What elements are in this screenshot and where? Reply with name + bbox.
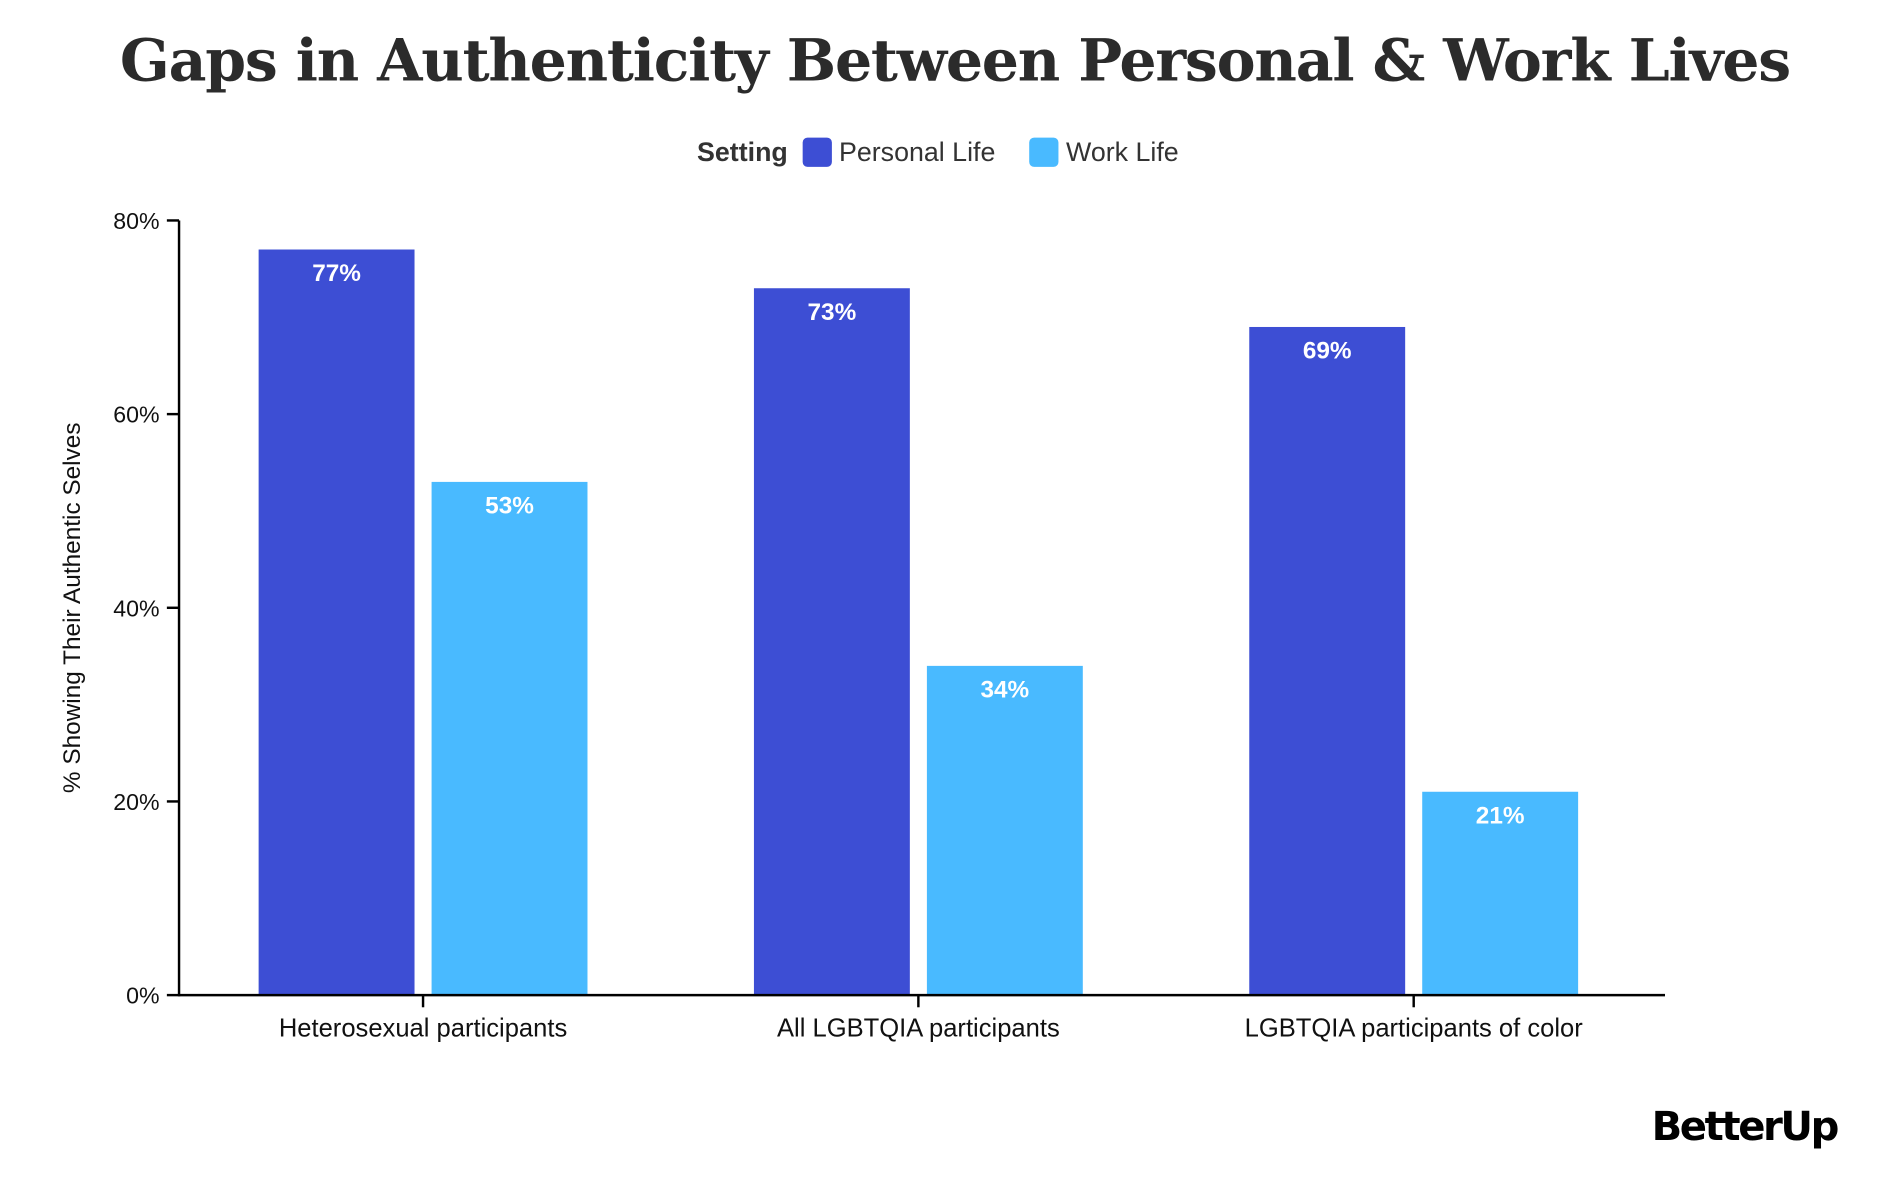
y-tick-label: 0% (126, 983, 159, 1009)
y-tick-label: 60% (113, 402, 159, 428)
data-label: 53% (485, 493, 534, 520)
data-label: 73% (808, 299, 857, 326)
legend-title: Setting (697, 136, 788, 167)
data-label: 34% (980, 677, 1029, 704)
x-tick-label: Heterosexual participants (279, 1015, 567, 1043)
legend-item-work: Work Life (1029, 136, 1179, 168)
bar-personal (1249, 326, 1406, 996)
y-tick-label: 20% (113, 789, 159, 815)
legend-swatch-personal (802, 137, 832, 167)
x-tick-label: LGBTQIA participants of color (1245, 1015, 1584, 1043)
y-tick-label: 40% (113, 595, 159, 621)
data-label: 21% (1476, 802, 1525, 829)
legend: Setting Personal Life Work Life (0, 136, 1900, 168)
y-tick-label: 80% (113, 208, 159, 234)
bar-personal (753, 288, 910, 996)
data-label: 69% (1303, 338, 1352, 365)
bar-work (431, 481, 588, 996)
chart-title: Gaps in Authenticity Between Personal & … (119, 26, 1791, 96)
x-tick-label: All LGBTQIA participants (777, 1015, 1060, 1043)
bar-work (1422, 791, 1579, 996)
betterup-logo: BetterUp (1651, 1102, 1840, 1150)
data-label: 77% (312, 260, 361, 287)
legend-label-personal: Personal Life (838, 136, 996, 167)
bar-work (926, 665, 1083, 996)
legend-item-personal: Personal Life (802, 136, 995, 168)
legend-label-work: Work Life (1066, 136, 1179, 167)
bar-personal (258, 249, 415, 996)
legend-swatch-work (1029, 137, 1059, 167)
